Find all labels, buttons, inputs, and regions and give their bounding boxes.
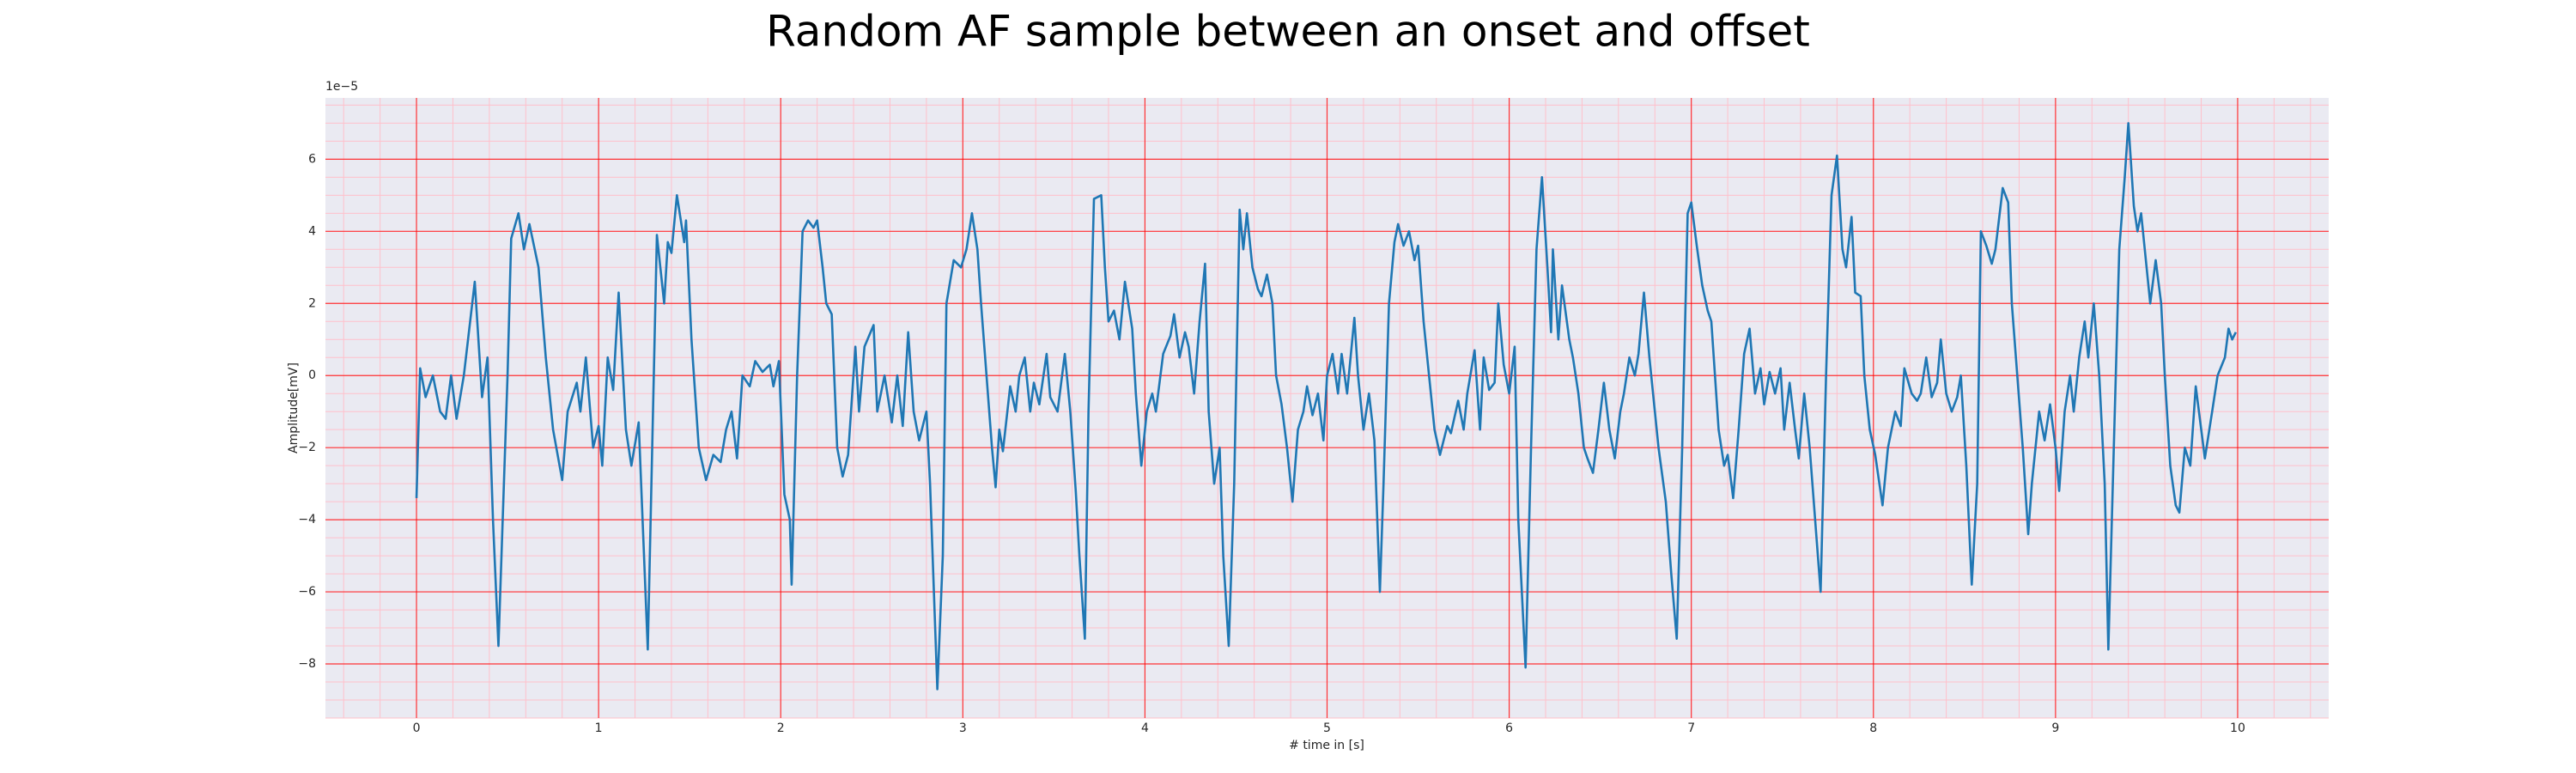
y-tick-label: 6 (308, 152, 316, 166)
y-tick-label: 0 (308, 368, 316, 382)
x-tick-label: 9 (2051, 721, 2059, 735)
x-tick-label: 0 (413, 721, 421, 735)
x-tick-label: 6 (1505, 721, 1513, 735)
y-offset-label: 1e−5 (325, 80, 358, 94)
x-tick-label: 5 (1323, 721, 1331, 735)
x-tick-label: 10 (2230, 721, 2245, 735)
x-axis-label: # time in [s] (1289, 739, 1364, 752)
x-tick-label: 3 (959, 721, 967, 735)
chart-title: Random AF sample between an onset and of… (766, 7, 1810, 57)
x-tick-label: 4 (1141, 721, 1149, 735)
x-tick-label: 8 (1869, 721, 1877, 735)
marks (415, 122, 2237, 691)
y-tick-label: −6 (298, 585, 316, 599)
grid (325, 98, 2329, 719)
x-tick-label: 1 (595, 721, 603, 735)
y-tick-label: −8 (298, 657, 316, 671)
signal-line (415, 122, 2237, 691)
y-tick-label: −2 (298, 441, 316, 454)
x-tick-label: 7 (1687, 721, 1695, 735)
y-axis-label: Amplitude[mV] (287, 362, 301, 453)
y-tick-label: 4 (308, 224, 316, 238)
y-tick-label: −4 (298, 513, 316, 526)
y-tick-label: 2 (308, 296, 316, 310)
x-tick-label: 2 (777, 721, 785, 735)
